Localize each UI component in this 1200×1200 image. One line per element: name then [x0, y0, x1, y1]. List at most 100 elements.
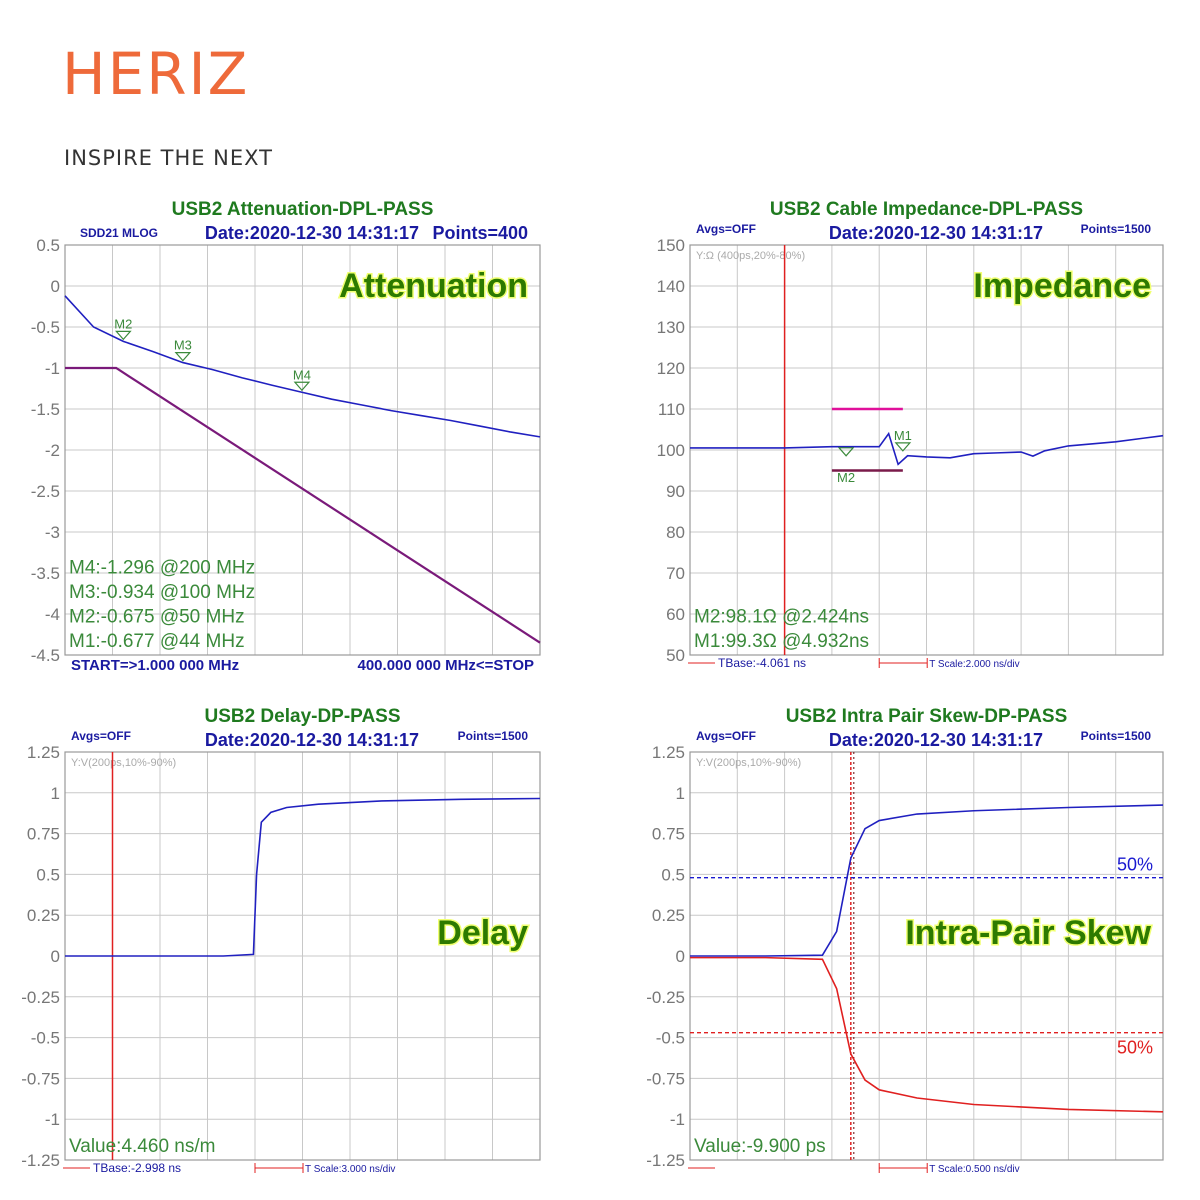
y-tick-label: -1.25 [646, 1151, 685, 1170]
y-tick-label: -0.25 [21, 988, 60, 1007]
tscale-label: T Scale:2.000 ns/div [929, 659, 1019, 670]
marker-readout: M1:99.3Ω @4.932ns [694, 631, 869, 652]
series-line [65, 366, 541, 644]
y-tick-label: 1.25 [652, 743, 685, 762]
plot-frame [64, 244, 541, 656]
heriz-logo: HERIZ INSPIRE THE NEXT [62, 40, 292, 170]
value-readout: Value:4.460 ns/m [69, 1136, 215, 1157]
y-tick-label: 1.25 [27, 743, 60, 762]
marker-triangle [837, 447, 855, 457]
chart-header-left: SDD21 MLOG [80, 226, 158, 240]
y-tick-label: 0 [676, 947, 685, 966]
y-tick-label: -0.5 [31, 1029, 60, 1048]
marker-label: M2 [114, 316, 132, 331]
marker-readout: M2:98.1Ω @2.424ns [694, 607, 869, 628]
marker-readout: M4:-1.296 @200 MHz [69, 558, 255, 579]
y-tick-label: 1 [676, 784, 685, 803]
y-tick-label: 0.75 [652, 825, 685, 844]
y-tick-label: 0.5 [36, 865, 60, 884]
y-tick-label: 80 [666, 523, 685, 542]
marker-readout: M1:-0.677 @44 MHz [69, 631, 245, 652]
value-readout: Value:-9.900 ps [694, 1136, 826, 1157]
chart-big-label: Intra-Pair Skew [905, 914, 1151, 952]
marker-readout: M3:-0.934 @100 MHz [69, 582, 255, 603]
chart-date: Date:2020-12-30 14:31:17 [829, 730, 1043, 750]
chart-delay: 1.25 1 0.75 0.5 0.25 0 -0.25 -0.5 -0.75 -1 -1.25 US… [21, 706, 541, 1175]
y-axis-note: Y:Ω (400ps,20%-80%) [696, 250, 805, 262]
y-tick-label: -0.5 [656, 1029, 685, 1048]
marker-readout: M2:-0.675 @50 MHz [69, 607, 245, 628]
y-tick-label: -0.75 [21, 1069, 60, 1088]
avgs-label: Avgs=OFF [71, 729, 131, 743]
series-line [690, 956, 1164, 1113]
y-tick-label: 140 [657, 277, 685, 296]
chart-date: Date:2020-12-30 14:31:17 [205, 223, 419, 243]
y-tick-label: 0.5 [661, 865, 685, 884]
chart-big-label: Impedance [973, 267, 1151, 305]
y-tick-label: -3 [45, 523, 60, 542]
y-tick-label: 0.25 [652, 906, 685, 925]
y-tick-label: -0.75 [646, 1069, 685, 1088]
tbase-label: TBase:-2.998 ns [93, 1161, 181, 1175]
series-line [690, 431, 1164, 466]
y-tick-label: 50 [666, 646, 685, 665]
plot-frame [689, 244, 1164, 656]
y-tick-label: -1 [45, 359, 60, 378]
y-tick-label: 1 [51, 784, 60, 803]
avgs-label: Avgs=OFF [696, 222, 756, 236]
marker-triangle [293, 381, 311, 392]
chart-big-label: Attenuation [339, 267, 528, 305]
marker-triangle [115, 330, 132, 341]
points-label: Points=1500 [1081, 222, 1152, 236]
y-tick-label: 100 [657, 441, 685, 460]
chart-date: Date:2020-12-30 14:31:17 [829, 223, 1043, 243]
marker-label: M4 [293, 367, 311, 382]
y-tick-label: -2 [45, 441, 60, 460]
y-tick-label: -1 [670, 1110, 685, 1129]
tscale-label: T Scale:3.000 ns/div [305, 1164, 395, 1175]
threshold-label: 50% [1117, 1038, 1153, 1058]
y-tick-label: -4 [45, 605, 60, 624]
chart-title: USB2 Attenuation-DPL-PASS [172, 199, 434, 220]
y-tick-label: 130 [657, 318, 685, 337]
y-tick-label: -1.5 [31, 400, 60, 419]
y-tick-label: 0 [51, 277, 60, 296]
y-tick-label: 0.5 [36, 236, 60, 255]
chart-impedance: 150 140 130 120 110 100 90 80 70 60 50 USB2 Cable I… [657, 199, 1164, 670]
y-tick-label: -1.25 [21, 1151, 60, 1170]
points-label: Points=400 [432, 223, 528, 243]
chart-title: USB2 Cable Impedance-DPL-PASS [770, 199, 1083, 220]
logo-tagline: INSPIRE THE NEXT [64, 146, 274, 170]
series-line [65, 797, 541, 957]
marker-label: M1 [894, 428, 912, 443]
series-line [690, 804, 1164, 957]
y-axis-note: Y:V(200ps,10%-90%) [696, 757, 801, 769]
chart-skew: 1.25 1 0.75 0.5 0.25 0 -0.25 -0.5 -0.75 -1 -1.25 US… [646, 706, 1164, 1175]
y-tick-label: 0.25 [27, 906, 60, 925]
y-tick-label: 0.75 [27, 825, 60, 844]
threshold-label: 50% [1117, 855, 1153, 875]
chart-attenuation: 0.5 0 -0.5 -1 -1.5 -2 -2.5 -3 -3.5 -4 -4.5 USB2 Att… [31, 199, 541, 674]
series-line [64, 295, 541, 438]
y-tick-label: 90 [666, 482, 685, 501]
y-tick-label: 150 [657, 236, 685, 255]
start-frequency-label: START=>1.000 000 MHz [71, 657, 239, 674]
y-tick-label: -0.5 [31, 318, 60, 337]
marker-label: M3 [174, 338, 192, 353]
marker-triangle [894, 442, 912, 452]
points-label: Points=1500 [458, 729, 529, 743]
y-tick-label: 110 [658, 400, 685, 419]
marker-triangle [174, 351, 192, 362]
y-tick-label: -0.25 [646, 988, 685, 1007]
chart-title: USB2 Intra Pair Skew-DP-PASS [786, 706, 1068, 727]
y-tick-label: 70 [666, 564, 685, 583]
y-tick-label: -4.5 [31, 646, 60, 665]
stop-frequency-label: 400.000 000 MHz<=STOP [358, 657, 535, 674]
y-tick-label: 120 [657, 359, 685, 378]
y-tick-label: 0 [51, 947, 60, 966]
tbase-label: TBase:-4.061 ns [718, 656, 806, 670]
avgs-label: Avgs=OFF [696, 729, 756, 743]
y-axis-note: Y:V(200ps,10%-90%) [71, 757, 176, 769]
logo-brand: HERIZ [62, 40, 250, 108]
